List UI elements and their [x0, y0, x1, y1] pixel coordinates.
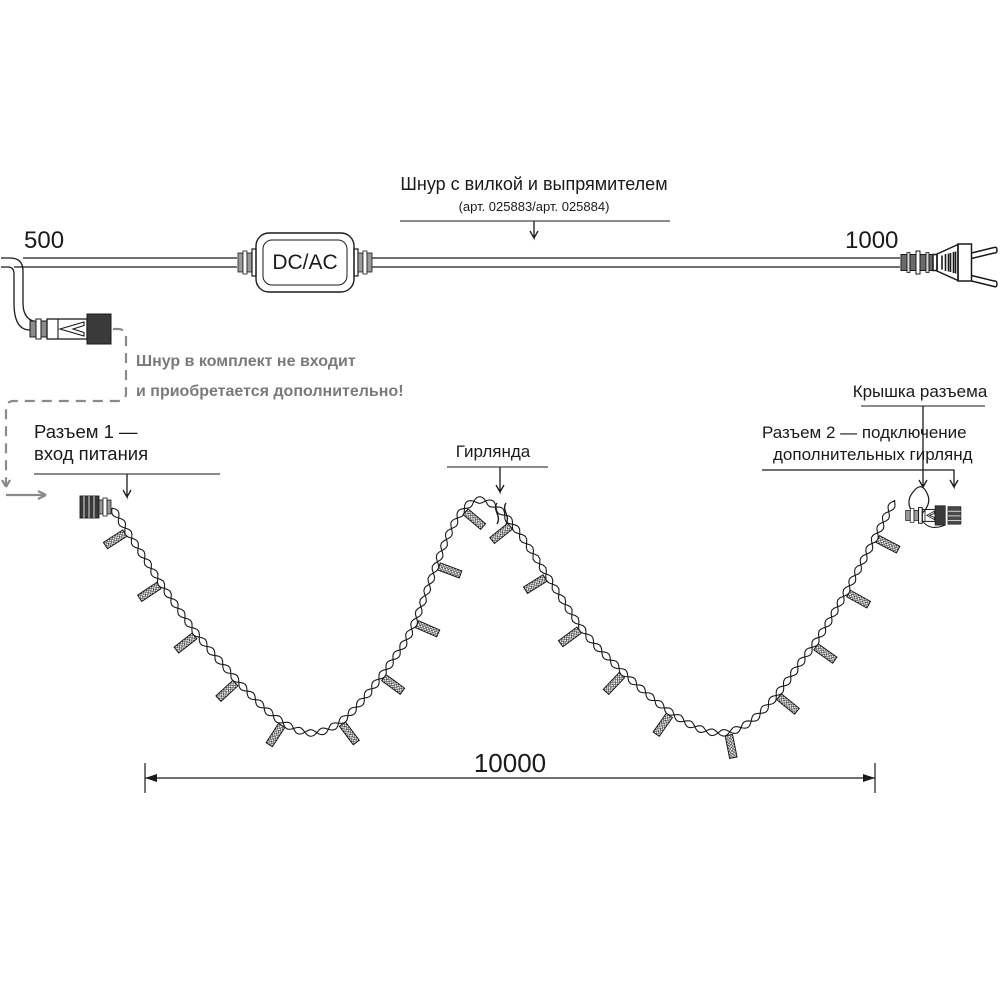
svg-text:Разъем 2 — подключение: Разъем 2 — подключение [762, 423, 967, 442]
svg-text:и приобретается дополнительно!: и приобретается дополнительно! [136, 383, 404, 400]
svg-text:1000: 1000 [845, 227, 898, 254]
svg-text:10000: 10000 [474, 748, 546, 778]
svg-text:дополнительных гирлянд: дополнительных гирлянд [773, 445, 973, 464]
svg-text:Крышка разъема: Крышка разъема [853, 382, 988, 401]
svg-text:DC/AC: DC/AC [272, 251, 337, 274]
svg-text:(арт. 025883/арт. 025884): (арт. 025883/арт. 025884) [459, 199, 610, 214]
svg-text:Шнур с вилкой и выпрямителем: Шнур с вилкой и выпрямителем [400, 174, 667, 194]
svg-text:Шнур в комплект не входит: Шнур в комплект не входит [136, 353, 356, 370]
svg-text:500: 500 [24, 227, 64, 254]
svg-text:Разъем 1 —: Разъем 1 — [34, 421, 138, 442]
svg-text:вход питания: вход питания [34, 443, 148, 464]
svg-text:Гирлянда: Гирлянда [456, 442, 531, 461]
